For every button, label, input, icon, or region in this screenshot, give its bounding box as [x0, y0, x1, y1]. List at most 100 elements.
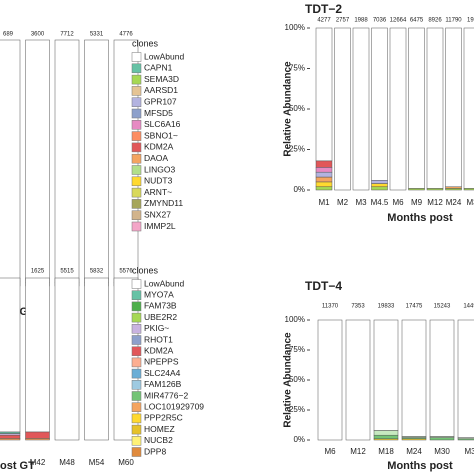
legend-label: KDM2A [144, 142, 174, 152]
bar-segment [0, 277, 21, 433]
legend-label: LINGO3 [144, 164, 175, 174]
bar-segment [54, 39, 80, 283]
legend-swatch [131, 324, 142, 334]
legend-swatch [131, 279, 142, 289]
x-tick-label: M4.5 [371, 198, 389, 207]
legend-label: UBE2R2 [144, 312, 177, 322]
legend-label: AARSD1 [144, 85, 178, 95]
legend-swatch [131, 108, 142, 119]
legend-label: NUDT3 [144, 176, 173, 186]
count-label: 7036 [373, 18, 387, 24]
legend-label: SBNO1~ [144, 130, 178, 140]
bar-segment [25, 431, 50, 439]
legend-label: MYO7A [144, 289, 174, 299]
y-tick-label: 50% [289, 375, 305, 384]
legend-swatch [131, 74, 142, 85]
legend-swatch [131, 142, 142, 153]
y-tick-label: 25% [289, 405, 305, 414]
legend-label: SLC6A16 [144, 119, 181, 129]
y-tick-label: 100% [285, 315, 305, 324]
legend-label: DAOA [144, 153, 168, 163]
legend-label: LowAbund [144, 278, 184, 288]
bar-segment [315, 176, 333, 183]
bar-segment [445, 27, 462, 188]
bar-segment [315, 27, 333, 162]
count-label: 6475 [410, 18, 424, 24]
legend-swatch [131, 290, 142, 300]
count-label: 7712 [60, 32, 74, 38]
legend-swatch [131, 120, 142, 130]
legend-swatch [131, 86, 142, 96]
legend-swatch [131, 153, 142, 164]
legend-title: clones [132, 265, 159, 275]
legend-swatch [131, 97, 142, 107]
legend-label: MFSD5 [144, 108, 173, 118]
legend-label: NPEPPS [144, 357, 179, 367]
legend-swatch [131, 346, 142, 356]
legend-label: HOMEZ [144, 424, 175, 434]
bar-segment [429, 319, 455, 437]
x-tick-label: M30 [434, 447, 450, 456]
bar-segment [426, 27, 444, 189]
legend-label: PKIG~ [144, 323, 169, 333]
x-axis-title: Months post [387, 212, 453, 224]
legend-title: clones [132, 38, 159, 48]
count-label: 15243 [434, 304, 451, 310]
legend-swatch [131, 52, 142, 62]
count-label: 1625 [31, 269, 45, 275]
count-label: 1988 [354, 18, 368, 24]
count-label: 689 [3, 32, 14, 38]
bar-segment [408, 27, 425, 189]
x-axis-title: ost GT [0, 460, 35, 472]
legend-swatch [131, 368, 142, 379]
legend-swatch [131, 165, 142, 175]
bar-segment [0, 39, 21, 279]
bar-segment [315, 171, 333, 178]
bar-segment [371, 183, 388, 188]
x-tick-label: M60 [118, 458, 134, 467]
y-tick-label: 0% [293, 185, 305, 194]
legend-label: PPP2R5C [144, 413, 183, 423]
x-tick-label: M12 [427, 198, 443, 207]
chart-title: TDT−4 [305, 279, 342, 293]
bar-segment [429, 437, 455, 441]
x-tick-label: M24 [406, 447, 422, 456]
x-tick-label: M3 [464, 447, 474, 456]
legend-swatch [131, 447, 142, 457]
bar-segment [457, 319, 474, 438]
legend-label: DPP8 [144, 446, 166, 456]
legend-label: MIR4776−2 [144, 390, 188, 400]
bar-segment [0, 434, 21, 439]
count-label: 5515 [60, 269, 74, 275]
legend-label: RHOT1 [144, 334, 173, 344]
legend-label: SLC24A4 [144, 368, 181, 378]
count-label: 17475 [406, 304, 423, 310]
x-tick-label: M42 [30, 458, 46, 467]
legend-swatch [131, 301, 142, 312]
x-tick-label: M54 [89, 458, 105, 467]
bar-segment [371, 186, 388, 191]
legend-swatch [131, 402, 142, 412]
count-label: 3600 [31, 32, 45, 38]
bar-segment [463, 27, 474, 189]
x-tick-label: M18 [378, 447, 394, 456]
bar-segment [84, 277, 109, 441]
x-tick-label: M12 [350, 447, 366, 456]
y-tick-label: 50% [289, 104, 305, 113]
bar-segment [25, 277, 50, 433]
bar-segment [84, 39, 109, 283]
bar-segment [373, 319, 399, 431]
legend-swatch [131, 335, 142, 345]
legend-swatch [131, 131, 142, 141]
bar-segment [401, 319, 427, 437]
bar-segment [389, 27, 407, 191]
legend-swatch [131, 312, 142, 323]
legend-label: SNX27 [144, 209, 171, 219]
x-tick-label: M48 [59, 458, 75, 467]
bar-segment [352, 27, 370, 191]
legend-label: LOC101929709 [144, 401, 204, 411]
count-label: 2757 [336, 18, 350, 24]
bar-segment [54, 277, 80, 441]
legend-label: FAM126B [144, 379, 182, 389]
